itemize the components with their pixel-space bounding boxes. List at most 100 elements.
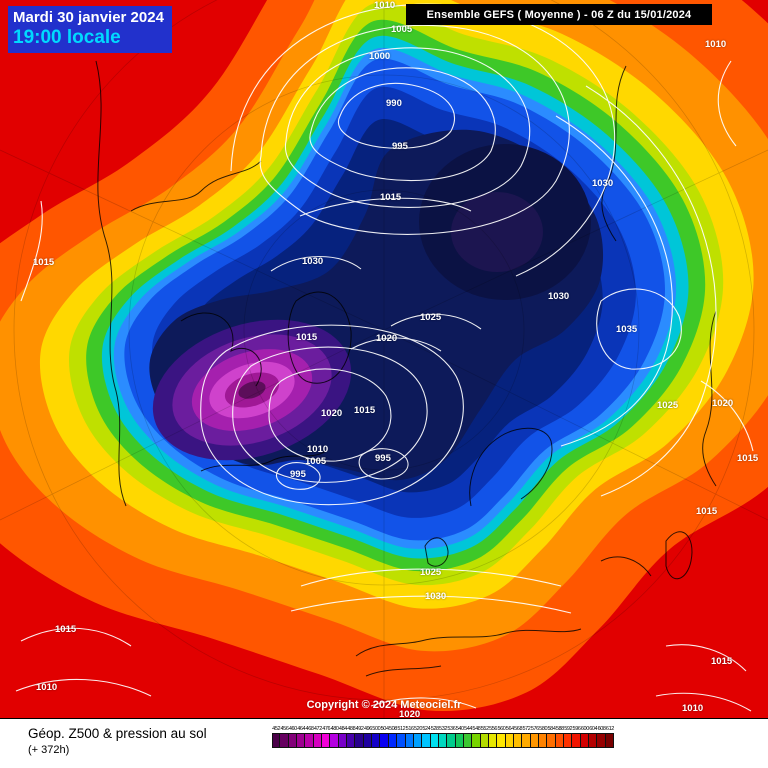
colorbar-cell: 528 — [430, 725, 439, 748]
colorbar-value: 504 — [380, 726, 389, 732]
colorbar-value: 552 — [480, 726, 489, 732]
colorbar-swatch — [447, 733, 456, 748]
colorbar-swatch — [280, 733, 289, 748]
colorbar-swatch — [422, 733, 431, 748]
colorbar-cell: 564 — [505, 725, 514, 748]
colorbar-swatch — [589, 733, 598, 748]
colorbar-value: 516 — [405, 726, 414, 732]
core-fill — [238, 381, 266, 399]
colorbar-value: 480 — [330, 726, 339, 732]
colorbar-value: 472 — [313, 726, 322, 732]
pressure-label: 1015 — [354, 405, 376, 416]
chart-title: Géop. Z500 & pression au sol — [28, 726, 207, 741]
colorbar-cell: 584 — [547, 725, 556, 748]
colorbar-swatch — [355, 733, 364, 748]
colorbar-value: 452 — [272, 726, 281, 732]
model-banner: Ensemble GEFS ( Moyenne ) - 06 Z du 15/0… — [406, 4, 712, 25]
colorbar-swatch — [313, 733, 323, 748]
forecast-hour: (+ 372h) — [28, 744, 70, 757]
colorbar-swatch — [539, 733, 548, 748]
colorbar-value: 604 — [589, 726, 598, 732]
colorbar-swatch — [472, 733, 481, 748]
pressure-label: 995 — [392, 141, 408, 152]
colorbar-cell: 496 — [363, 725, 372, 748]
pressure-label: 1020 — [399, 709, 421, 720]
colorbar-cell: 596 — [572, 725, 581, 748]
colorbar-swatch — [330, 733, 339, 748]
colorbar-swatch — [488, 733, 498, 748]
pressure-label: 1030 — [548, 291, 570, 302]
colorbar-value: 528 — [430, 726, 439, 732]
pressure-label: 1020 — [712, 398, 734, 409]
colorbar-value: 476 — [322, 726, 331, 732]
colorbar-value: 520 — [414, 726, 422, 732]
colorbar-swatch — [547, 733, 556, 748]
colorbar-value: 500 — [372, 726, 381, 732]
colorbar-swatch — [463, 733, 473, 748]
pressure-label: 1000 — [369, 51, 391, 62]
pressure-label: 1030 — [302, 256, 324, 267]
colorbar-value: 464 — [297, 726, 306, 732]
colorbar-swatch — [513, 733, 523, 748]
pressure-label: 1025 — [657, 400, 679, 411]
pressure-label: 1010 — [307, 444, 329, 455]
colorbar-swatch — [305, 733, 314, 748]
colorbar-value: 564 — [505, 726, 514, 732]
colorbar-value: 596 — [572, 726, 581, 732]
pressure-label: 1020 — [376, 333, 398, 344]
colorbar-value: 532 — [439, 726, 448, 732]
colorbar-cell: 452 — [272, 725, 281, 748]
colorbar-cell: 456 — [280, 725, 289, 748]
colorbar-cell: 608 — [597, 725, 606, 748]
pressure-label: 1010 — [36, 682, 58, 693]
pressure-label: 1030 — [425, 591, 447, 602]
pressure-label: 1010 — [682, 703, 704, 714]
copyright-text: Copyright © 2024 Meteociel.fr — [306, 699, 462, 711]
colorbar-value: 576 — [530, 726, 539, 732]
pressure-label: 1030 — [592, 178, 614, 189]
pressure-label: 1015 — [380, 192, 402, 203]
pressure-label: 1010 — [374, 0, 396, 11]
colorbar-cell: 612 — [605, 725, 614, 748]
colorbar-cell: 532 — [438, 725, 448, 748]
colorbar-value: 584 — [547, 726, 556, 732]
colorbar-value: 536 — [447, 726, 456, 732]
colorbar-cell: 556 — [488, 725, 498, 748]
colorbar-value: 592 — [564, 726, 573, 732]
colorbar-value: 608 — [597, 726, 606, 732]
colorbar-swatch — [505, 733, 514, 748]
pressure-label: 1025 — [420, 567, 442, 578]
colorbar-swatch — [522, 733, 531, 748]
colorbar-value: 588 — [555, 726, 564, 732]
colorbar-cell: 568 — [513, 725, 523, 748]
pressure-label: 1005 — [391, 24, 413, 35]
pressure-label: 1020 — [321, 408, 343, 419]
pressure-label: 990 — [386, 98, 402, 109]
colorbar-value: 492 — [355, 726, 364, 732]
colorbar-cell: 512 — [397, 725, 406, 748]
colorbar-cell: 480 — [330, 725, 339, 748]
colorbar-cell: 492 — [355, 725, 364, 748]
pressure-label: 1035 — [616, 324, 638, 335]
colorbar-swatch — [380, 733, 389, 748]
colorbar-cell: 552 — [480, 725, 489, 748]
colorbar: 452 456 460 464 468 472 476 480 484 488 492 496 500 5… — [272, 725, 614, 748]
colorbar-swatch — [322, 733, 331, 748]
colorbar-cell: 516 — [405, 725, 414, 748]
colorbar-swatch — [338, 733, 348, 748]
colorbar-value: 568 — [514, 726, 523, 732]
colorbar-value: 556 — [489, 726, 498, 732]
colorbar-value: 580 — [539, 726, 548, 732]
colorbar-cell: 576 — [530, 725, 539, 748]
colorbar-value: 572 — [522, 726, 531, 732]
colorbar-cell: 588 — [555, 725, 564, 748]
coastlines — [95, 60, 717, 677]
colorbar-swatch — [413, 733, 423, 748]
colorbar-value: 460 — [288, 726, 297, 732]
colorbar-swatch — [297, 733, 306, 748]
colorbar-cell: 536 — [447, 725, 456, 748]
colorbar-value: 600 — [580, 726, 589, 732]
cold-core-fills — [149, 129, 604, 481]
colorbar-value: 484 — [338, 726, 347, 732]
